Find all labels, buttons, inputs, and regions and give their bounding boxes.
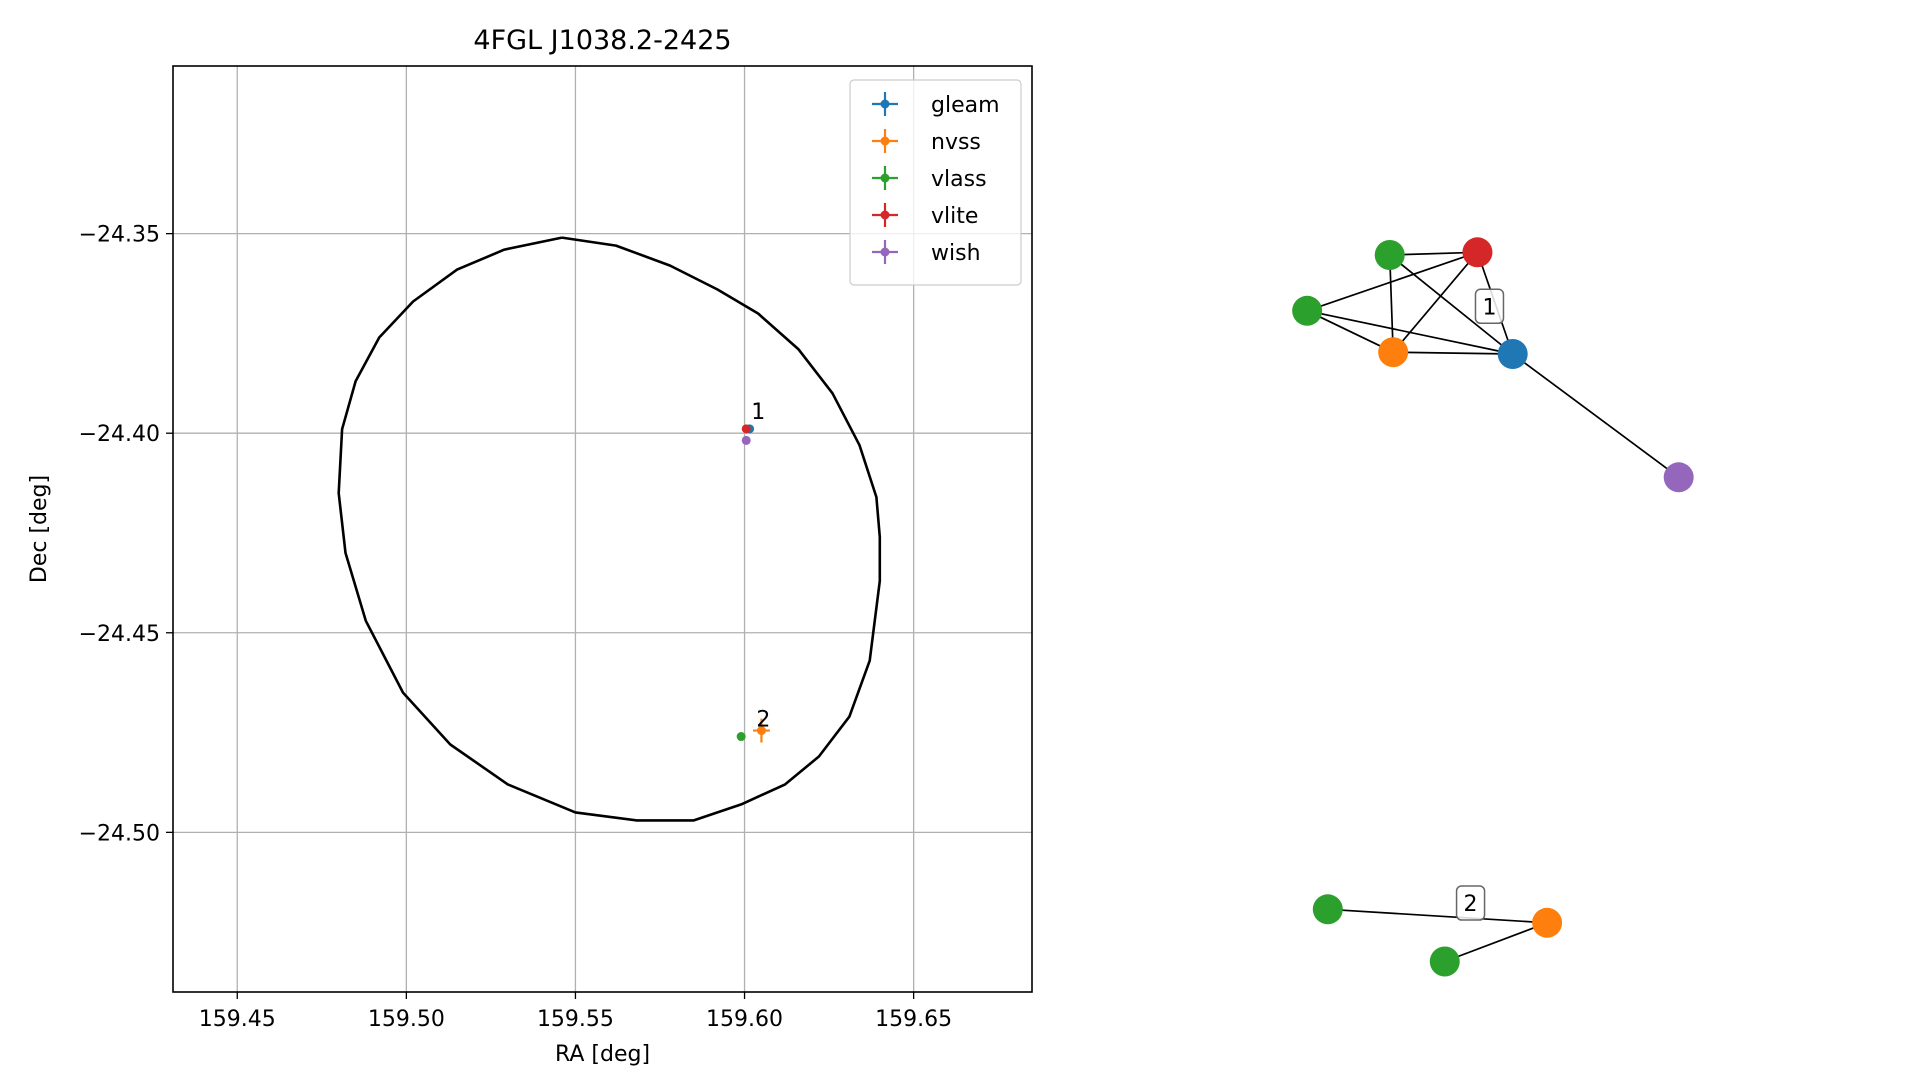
vlite-point <box>741 424 751 434</box>
cluster-label: 1 <box>1482 295 1496 320</box>
graph-edge <box>1444 922 1548 963</box>
graph-nodes <box>1292 237 1694 977</box>
legend-label-gleam: gleam <box>931 93 1000 118</box>
graph-cluster-labels: 12 <box>1455 288 1505 921</box>
scatter-panel: 12 159.45 159.50 159.55 159.60 159.65−24.35−… <box>27 25 1033 1067</box>
cluster-label: 2 <box>1464 892 1478 917</box>
x-tick-label: 159.65 <box>875 1007 952 1032</box>
graph-edge <box>1393 351 1513 355</box>
legend: gleam nvss vlass vlite wish <box>849 79 1022 286</box>
graph-node <box>1312 894 1343 925</box>
axis-ticks: 159.45 159.50 159.55 159.60 159.65 −24.35 −24.… <box>79 223 953 1032</box>
legend-marker-dot <box>880 99 890 109</box>
point-annotations: 12 <box>751 400 770 732</box>
legend-label-wish: wish <box>931 241 981 266</box>
y-tick-label: −24.40 <box>79 422 160 447</box>
data-points <box>736 424 770 743</box>
graph-node <box>1292 295 1323 326</box>
y-tick-label: −24.35 <box>79 223 160 248</box>
y-axis-label: Dec [deg] <box>27 475 52 583</box>
ellipse-curve <box>337 236 882 822</box>
legend-label-nvss: nvss <box>931 130 981 155</box>
legend-marker-dot <box>880 173 890 183</box>
x-axis-label: RA [deg] <box>555 1042 650 1067</box>
x-tick-label: 159.55 <box>537 1007 614 1032</box>
graph-edge <box>1392 251 1479 353</box>
graph-node <box>1378 337 1409 368</box>
graph-node <box>1462 237 1493 268</box>
cluster-label-box <box>1455 885 1486 921</box>
nvss-point <box>756 726 766 736</box>
graph-node <box>1429 946 1460 977</box>
graph-edge <box>1388 254 1395 353</box>
point-annotation: 2 <box>756 708 770 733</box>
graph-edges <box>1306 251 1680 963</box>
graph-edge <box>1306 251 1478 312</box>
legend-marker-dot <box>880 210 890 220</box>
legend-marker-dot <box>880 247 890 257</box>
graph-edge <box>1512 353 1680 478</box>
graph-node <box>1532 907 1563 938</box>
graph-node <box>1663 462 1694 493</box>
chart-title: 4FGL J1038.2-2425 <box>473 25 731 56</box>
graph-edge <box>1327 908 1548 924</box>
legend-frame <box>849 79 1022 286</box>
axes-frame <box>172 65 1033 993</box>
uncertainty-ellipse <box>337 236 882 822</box>
x-tick-label: 159.45 <box>199 1007 276 1032</box>
graph-edge <box>1306 309 1513 355</box>
cluster-graph-panel: 12 <box>1292 237 1694 977</box>
legend-label-vlass: vlass <box>931 167 987 192</box>
wish-point <box>741 435 751 445</box>
graph-edge <box>1389 254 1514 355</box>
x-tick-label: 159.60 <box>706 1007 783 1032</box>
graph-node <box>1374 240 1405 270</box>
cluster-label-box <box>1474 288 1505 325</box>
y-tick-label: −24.50 <box>79 821 160 846</box>
graph-node <box>1497 339 1528 369</box>
vlass-point <box>736 732 746 742</box>
graph-edge <box>1306 310 1394 353</box>
y-tick-label: −24.45 <box>79 622 160 647</box>
legend-label-vlite: vlite <box>931 204 978 229</box>
legend-marker-dot <box>880 136 890 146</box>
x-tick-label: 159.50 <box>368 1007 445 1032</box>
point-annotation: 1 <box>751 400 765 425</box>
